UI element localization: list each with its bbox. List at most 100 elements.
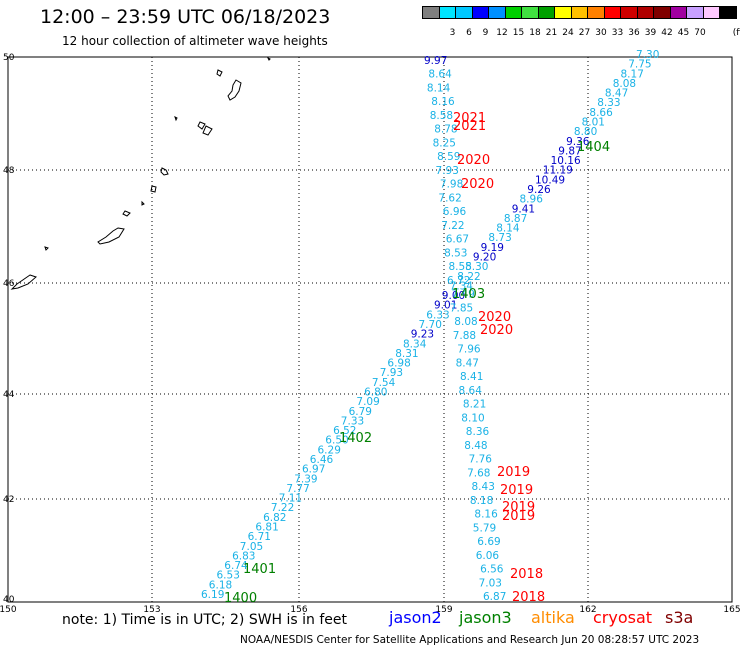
wave-height-label: 7.93 <box>380 367 403 379</box>
wave-height-label: 7.09 <box>356 396 379 408</box>
pass-id-label: 1401 <box>243 562 276 577</box>
wave-height-label: 8.01 <box>582 117 605 129</box>
wave-height-label: 9.36 <box>566 136 590 148</box>
coastline-segment <box>174 116 178 122</box>
wave-height-label: 8.21 <box>463 399 486 411</box>
wave-height-label: 8.18 <box>470 495 493 507</box>
pass-id-label: 1403 <box>452 287 485 302</box>
longitude-tick-label: 150 <box>0 605 17 615</box>
pass-id-label: 2018 <box>510 567 543 582</box>
wave-height-label: 9.23 <box>411 329 434 341</box>
wave-height-label: 6.72 <box>447 275 470 287</box>
coastline-segment <box>227 79 242 101</box>
mission-legend-altika: altika <box>531 608 575 627</box>
wave-height-label: 7.22 <box>441 220 464 232</box>
wave-height-label: 6.69 <box>477 536 500 548</box>
colorbar-tick-label: 24 <box>562 28 574 38</box>
wave-height-label: 8.59 <box>437 151 460 163</box>
pass-id-label: 2019 <box>502 509 535 524</box>
colorbar-tick-label: 21 <box>545 28 558 38</box>
wave-height-label: 8.31 <box>395 348 418 360</box>
wave-height-label: 6.82 <box>263 512 286 524</box>
wave-height-label: 8.30 <box>465 261 488 273</box>
wave-height-label: 7.76 <box>469 454 493 466</box>
wave-height-label: 8.64 <box>459 385 483 397</box>
wave-height-label: 6.50 <box>325 435 348 447</box>
axis-labels: 150 153 156 159 162 165 50 48 46 44 42 40 <box>0 53 740 615</box>
pass-id-label: 1400 <box>224 591 257 606</box>
wave-height-label: 7.49 <box>451 289 474 301</box>
wave-height-label: 8.55 <box>449 261 472 273</box>
wave-height-label: 10.49 <box>535 174 565 186</box>
wave-height-label: 6.79 <box>349 406 372 418</box>
latitude-tick-label: 46 <box>3 279 15 289</box>
wave-height-label: 7.96 <box>457 344 481 356</box>
wave-height-label: 8.22 <box>457 271 480 283</box>
wave-height-label: 8.17 <box>621 68 644 80</box>
wave-height-label: 7.39 <box>294 473 317 485</box>
wave-height-label: 8.25 <box>433 138 456 150</box>
colorbar-tick-label: 15 <box>512 28 525 38</box>
units-note: note: 1) Time is in UTC; 2) SWH is in fe… <box>62 612 348 628</box>
wave-height-label: 8.96 <box>520 194 544 206</box>
wave-height-label: 7.30 <box>636 49 659 61</box>
pass-id-label: 2019 <box>500 483 533 498</box>
altimeter-tracks: 6.196.186.536.746.837.056.716.816.827.22… <box>201 49 659 603</box>
wave-height-label: 9.97 <box>424 55 447 67</box>
coastline-segment <box>266 56 271 61</box>
wave-height-label: 6.97 <box>302 464 325 476</box>
wave-height-label: 8.14 <box>427 83 451 95</box>
pass-labels: 1400140114021403140420182018201920192019… <box>224 111 610 606</box>
pass-id-label: 2020 <box>457 153 490 168</box>
pass-id-label: 2021 <box>453 111 486 126</box>
pass-id-label: 2019 <box>497 465 530 480</box>
pass-id-label: 1402 <box>339 431 372 446</box>
wave-height-label: 6.53 <box>217 570 240 582</box>
map-frame <box>7 56 733 603</box>
wave-height-label: 7.93 <box>436 165 459 177</box>
wave-height-label: 7.62 <box>438 192 461 204</box>
wave-height-label: 8.41 <box>460 371 483 383</box>
wave-height-label: 6.18 <box>209 579 232 591</box>
latitude-tick-label: 48 <box>3 166 15 176</box>
wave-height-label: 7.05 <box>240 541 263 553</box>
wave-height-label: 10.16 <box>551 155 581 167</box>
colorbar-tick-label: 30 <box>595 28 607 38</box>
map-border <box>7 56 733 603</box>
wave-height-label: 11.19 <box>543 165 573 177</box>
wave-height-label: 8.43 <box>472 481 495 493</box>
wave-height-label: 8.64 <box>428 69 452 81</box>
wave-height-label: 6.52 <box>333 425 356 437</box>
coastline-segment <box>97 227 125 245</box>
wave-height-label: 6.67 <box>446 234 469 246</box>
coastline-segment <box>197 121 206 130</box>
latitude-tick-label: 42 <box>3 495 14 505</box>
coastline-segment <box>141 200 145 206</box>
wave-height-label: 7.54 <box>372 377 396 389</box>
map-subtitle: 12 hour collection of altimeter wave hei… <box>62 34 328 48</box>
wave-height-label: 6.81 <box>255 522 278 534</box>
footer-credit: NOAA/NESDIS Center for Satellite Applica… <box>240 634 700 646</box>
mission-legend-cryosat: cryosat <box>593 608 653 627</box>
longitude-tick-label: 156 <box>290 605 307 615</box>
wave-height-label: 8.73 <box>488 232 511 244</box>
latitude-tick-label: 50 <box>3 53 15 63</box>
colorbar-tick-label: 18 <box>529 28 541 38</box>
wave-height-label: 8.36 <box>466 426 490 438</box>
wave-height-label: 8.08 <box>454 316 477 328</box>
coastline-segment <box>202 125 213 136</box>
wave-height-label: 6.46 <box>310 454 334 466</box>
mission-legend-s3a: s3a <box>665 608 694 627</box>
wave-height-label: 8.34 <box>403 338 427 350</box>
wave-height-label: 8.48 <box>464 440 487 452</box>
colorbar-tick-label: 42 <box>661 28 673 38</box>
coastline-segment <box>216 69 223 77</box>
coastline <box>10 56 271 290</box>
wave-height-label: 8.80 <box>574 126 597 138</box>
wave-height-label: 9.41 <box>512 203 535 215</box>
latitude-tick-label: 40 <box>3 595 15 605</box>
colorbar-unit-label: (ft) <box>732 28 740 38</box>
wave-height-label: 8.16 <box>474 509 498 521</box>
